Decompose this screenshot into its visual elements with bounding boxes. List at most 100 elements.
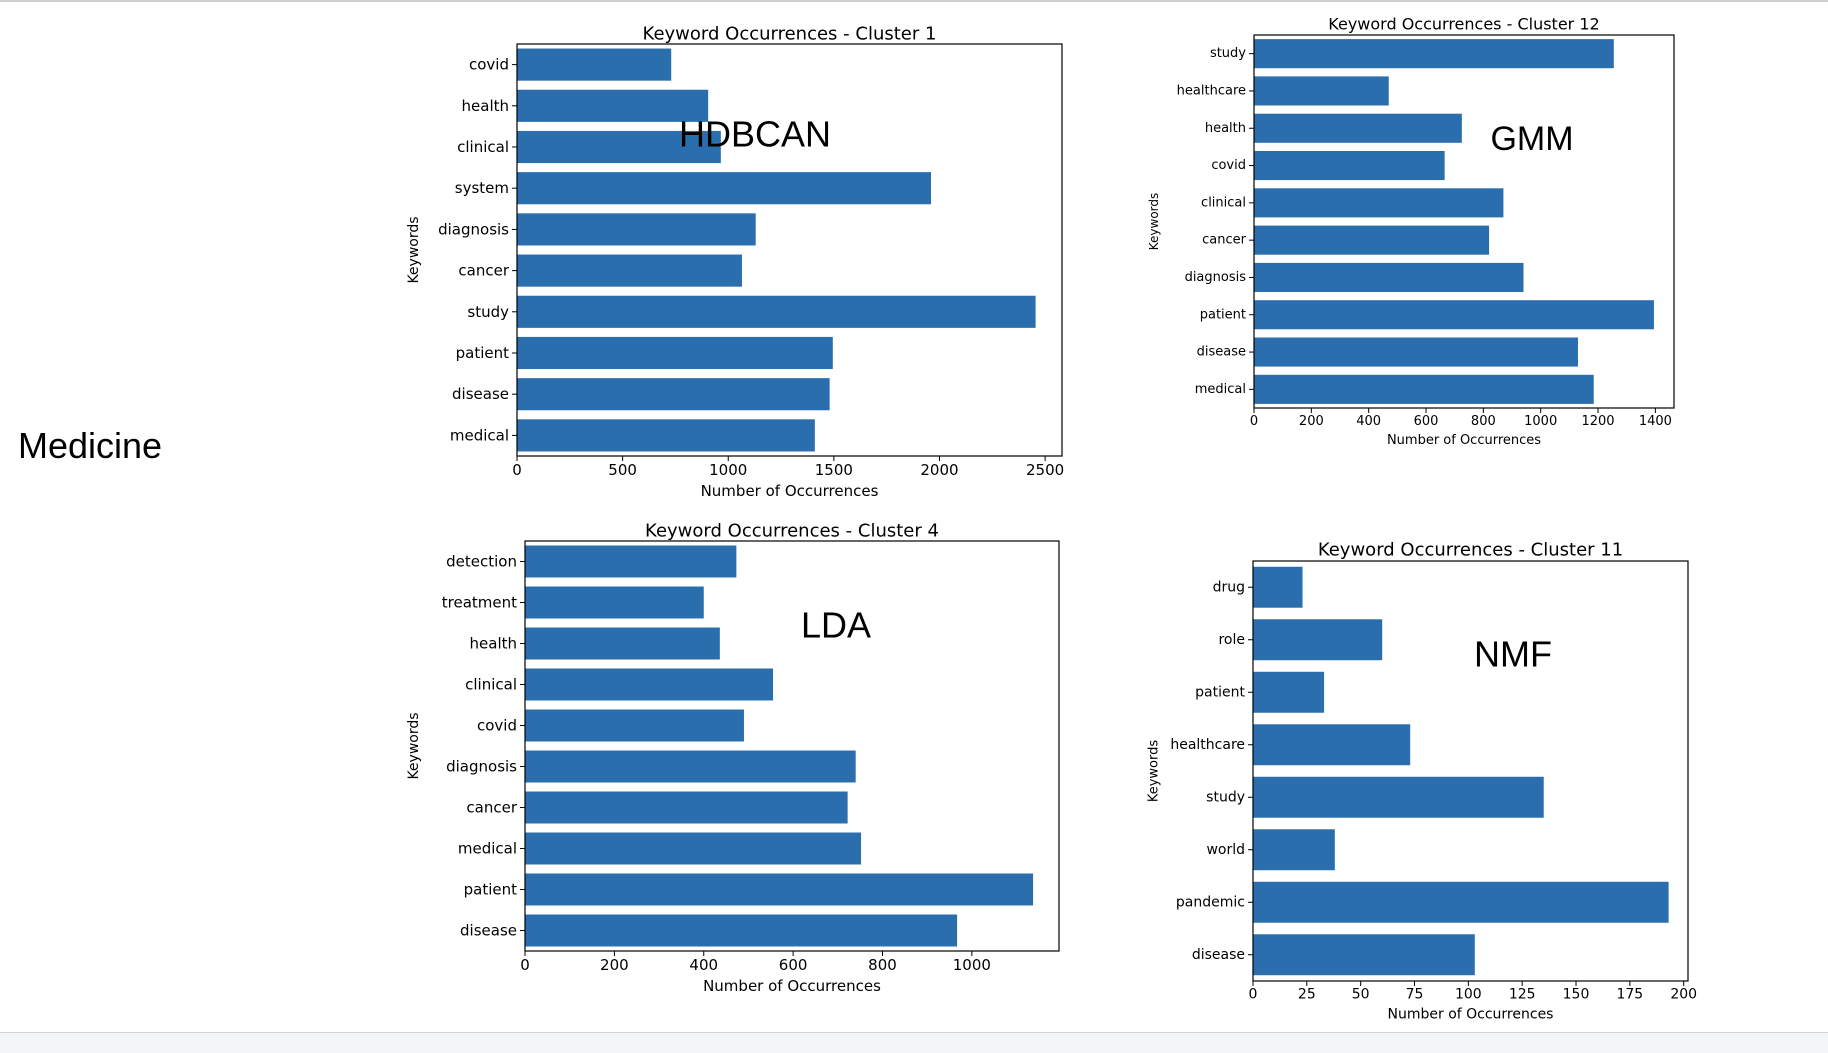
- chart-title: Keyword Occurrences - Cluster 1: [643, 24, 937, 45]
- x-tick-label: 2000: [920, 461, 958, 479]
- x-tick-label: 1400: [1639, 414, 1672, 429]
- y-tick-label-detection: detection: [446, 553, 517, 571]
- bar-patient: [525, 873, 1034, 906]
- x-tick-label: 50: [1352, 987, 1370, 1003]
- y-tick-label-clinical: clinical: [457, 138, 509, 156]
- y-tick-label-diagnosis: diagnosis: [1185, 270, 1247, 285]
- x-tick-label: 1500: [815, 461, 853, 479]
- x-axis-label: Number of Occurrences: [1388, 1007, 1554, 1023]
- bar-healthcare: [1254, 76, 1389, 106]
- y-axis-label: Keywords: [406, 712, 422, 779]
- plot-frame: [524, 540, 1060, 952]
- y-tick-label-system: system: [455, 179, 509, 197]
- y-axis-label: Keywords: [406, 216, 422, 283]
- bar-medical: [1254, 374, 1594, 404]
- y-tick-label-pandemic: pandemic: [1176, 894, 1245, 910]
- bar-diagnosis: [517, 213, 756, 246]
- bar-diagnosis: [525, 750, 856, 783]
- y-axis-label: Keywords: [1147, 193, 1161, 251]
- y-tick-label-disease: disease: [1192, 947, 1245, 963]
- x-axis-label: Number of Occurrences: [703, 977, 881, 995]
- bar-clinical: [517, 130, 721, 164]
- x-tick-label: 200: [1670, 987, 1697, 1003]
- x-tick-label: 0: [520, 956, 530, 974]
- y-tick-label-patient: patient: [1200, 307, 1246, 322]
- bar-cancer: [525, 791, 848, 824]
- bar-cancer: [517, 254, 742, 287]
- bar-disease: [1254, 337, 1578, 367]
- plot-frame: [516, 43, 1063, 457]
- y-tick-label-study: study: [467, 303, 509, 321]
- bar-detection: [525, 545, 737, 578]
- y-tick-label-medical: medical: [1195, 382, 1246, 397]
- x-axis-label: Number of Occurrences: [1387, 433, 1541, 448]
- bar-covid: [517, 48, 672, 81]
- x-tick-label: 400: [1356, 414, 1381, 429]
- x-tick-label: 2500: [1026, 461, 1064, 479]
- plot-frame: [1253, 34, 1675, 409]
- method-label: NMF: [1474, 634, 1552, 675]
- x-tick-label: 0: [1250, 414, 1258, 429]
- y-tick-label-disease: disease: [452, 385, 509, 403]
- y-tick-label-health: health: [462, 97, 509, 115]
- y-tick-label-health: health: [1205, 121, 1246, 136]
- chart-cluster-1: covid health clinical system diagnosis cancer…: [406, 24, 1064, 501]
- bar-health: [525, 627, 720, 660]
- method-label: LDA: [801, 605, 871, 646]
- y-tick-label-covid: covid: [469, 56, 509, 74]
- y-tick-label-clinical: clinical: [1201, 195, 1246, 210]
- x-tick-label: 1000: [1524, 414, 1557, 429]
- chart-title: Keyword Occurrences - Cluster 12: [1328, 15, 1599, 34]
- bar-patient: [1254, 300, 1654, 330]
- x-tick-label: 1000: [953, 956, 991, 974]
- y-tick-label-disease: disease: [1197, 345, 1246, 360]
- chart-title: Keyword Occurrences - Cluster 11: [1318, 540, 1623, 561]
- x-tick-label: 800: [1471, 414, 1496, 429]
- bar-patient: [1253, 671, 1325, 713]
- bar-clinical: [525, 668, 774, 701]
- y-tick-label-covid: covid: [477, 717, 517, 735]
- y-tick-label-patient: patient: [1195, 684, 1245, 700]
- chart-cluster-11: drug role patient healthcare study world pande…: [1147, 540, 1698, 1023]
- bar-health: [517, 89, 709, 122]
- x-tick-label: 500: [608, 461, 637, 479]
- x-tick-label: 125: [1509, 987, 1536, 1003]
- x-tick-label: 200: [1299, 414, 1324, 429]
- bottom-bar: [0, 1032, 1828, 1053]
- y-tick-label-medical: medical: [458, 840, 517, 858]
- y-tick-label-covid: covid: [1211, 158, 1246, 173]
- x-tick-label: 600: [779, 956, 808, 974]
- y-tick-label-cancer: cancer: [458, 262, 509, 280]
- y-tick-label-disease: disease: [460, 922, 517, 940]
- bar-cancer: [1254, 225, 1490, 255]
- y-tick-label-diagnosis: diagnosis: [446, 758, 517, 776]
- y-tick-label-drug: drug: [1213, 579, 1245, 595]
- y-tick-label-treatment: treatment: [442, 594, 517, 612]
- x-tick-label: 0: [1249, 987, 1258, 1003]
- bar-drug: [1253, 566, 1303, 608]
- chart-cluster-12: study healthcare health covid clinical cancer…: [1147, 15, 1675, 448]
- x-tick-label: 600: [1414, 414, 1439, 429]
- y-tick-label-diagnosis: diagnosis: [438, 220, 509, 238]
- bar-healthcare: [1253, 724, 1411, 766]
- bar-pandemic: [1253, 881, 1669, 923]
- y-tick-label-cancer: cancer: [466, 799, 517, 817]
- x-tick-label: 400: [689, 956, 718, 974]
- top-border: [0, 0, 1828, 2]
- x-axis-label: Number of Occurrences: [701, 482, 879, 500]
- y-axis-label: Keywords: [1147, 740, 1162, 803]
- bar-patient: [517, 336, 833, 370]
- x-tick-label: 1000: [709, 461, 747, 479]
- method-label: HDBCAN: [679, 114, 831, 155]
- row-label: Medicine: [18, 425, 163, 466]
- chart-cluster-4: detection treatment health clinical covid dia…: [406, 521, 1060, 995]
- y-tick-label-cancer: cancer: [1202, 233, 1246, 248]
- bar-disease: [1253, 934, 1475, 976]
- x-tick-label: 75: [1406, 987, 1424, 1003]
- bar-covid: [1254, 151, 1445, 181]
- bar-world: [1253, 829, 1335, 871]
- y-tick-label-healthcare: healthcare: [1170, 737, 1245, 753]
- bar-study: [517, 295, 1036, 328]
- y-tick-label-health: health: [470, 635, 517, 653]
- chart-title: Keyword Occurrences - Cluster 4: [645, 521, 939, 542]
